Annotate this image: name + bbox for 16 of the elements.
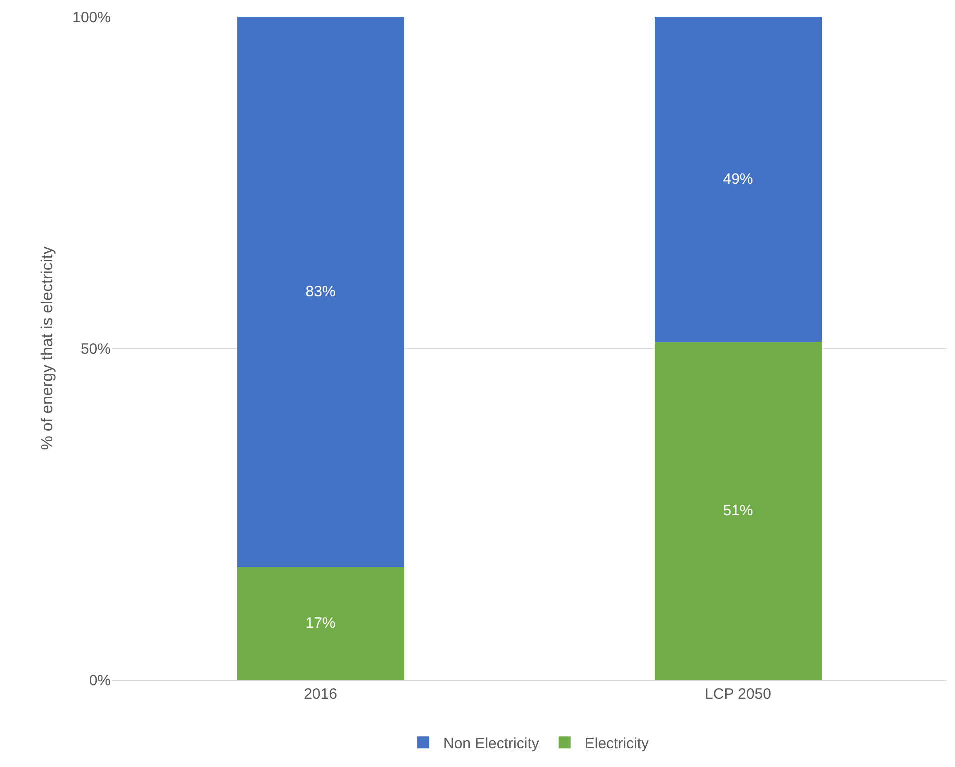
y-tick-label: 100% — [72, 9, 111, 26]
bar — [237, 567, 404, 680]
x-tick-label: LCP 2050 — [705, 686, 772, 703]
bar — [237, 17, 404, 568]
data-label: 49% — [723, 170, 754, 188]
data-label: 83% — [306, 284, 336, 301]
y-tick-label: 0% — [89, 672, 111, 690]
legend-label: Electricity — [584, 736, 650, 753]
bar — [654, 342, 822, 680]
y-tick-label: 50% — [80, 340, 111, 358]
bar — [654, 17, 822, 342]
y-axis-title: % of energy that is electricity — [40, 246, 57, 450]
x-tick-label: 2016 — [304, 686, 338, 703]
data-label: 17% — [306, 615, 336, 632]
legend-label: Non Electricity — [444, 736, 540, 753]
data-label: 51% — [723, 502, 754, 520]
